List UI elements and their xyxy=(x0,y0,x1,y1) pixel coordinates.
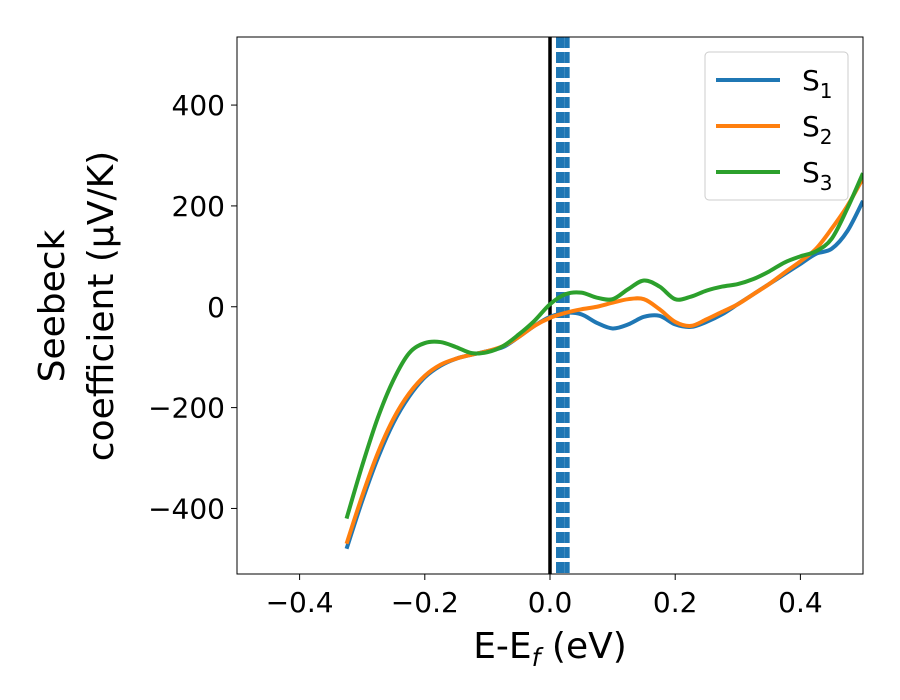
y-tick-label: 0 xyxy=(207,291,225,324)
x-axis-title-main: E-E xyxy=(473,626,531,667)
legend-label-s2: S2 xyxy=(802,110,833,149)
y-tick-label: 200 xyxy=(172,190,225,223)
y-axis-title-line1: Seebeck xyxy=(32,229,73,382)
x-axis-title: E-Ef (eV) xyxy=(473,626,627,672)
legend-label-s3: S3 xyxy=(802,156,833,195)
x-tick-label: 0.4 xyxy=(778,586,823,619)
legend-label-s1: S1 xyxy=(802,64,833,103)
series-line-s3 xyxy=(344,172,863,520)
legend-items: S1 S2 S3 xyxy=(716,64,833,195)
y-tick-label: 400 xyxy=(172,89,225,122)
x-tick-label: 0.0 xyxy=(528,586,573,619)
legend: S1 S2 S3 xyxy=(704,51,849,201)
x-tick-label: −0.2 xyxy=(391,586,459,619)
series-lines xyxy=(344,172,863,550)
y-tick-label: −200 xyxy=(148,392,225,425)
x-tick-label: −0.4 xyxy=(266,586,334,619)
series-line-s2 xyxy=(344,177,863,545)
y-axis-ticks: −400 −200 0 200 400 xyxy=(148,89,237,525)
x-tick-label: 0.2 xyxy=(653,586,698,619)
x-axis-title-unit: (eV) xyxy=(540,626,626,667)
y-axis-title-line2: coefficient (μV/K) xyxy=(81,151,122,461)
x-axis-ticks: −0.4 −0.2 0.0 0.2 0.4 xyxy=(266,574,823,619)
y-tick-label: −400 xyxy=(148,492,225,525)
